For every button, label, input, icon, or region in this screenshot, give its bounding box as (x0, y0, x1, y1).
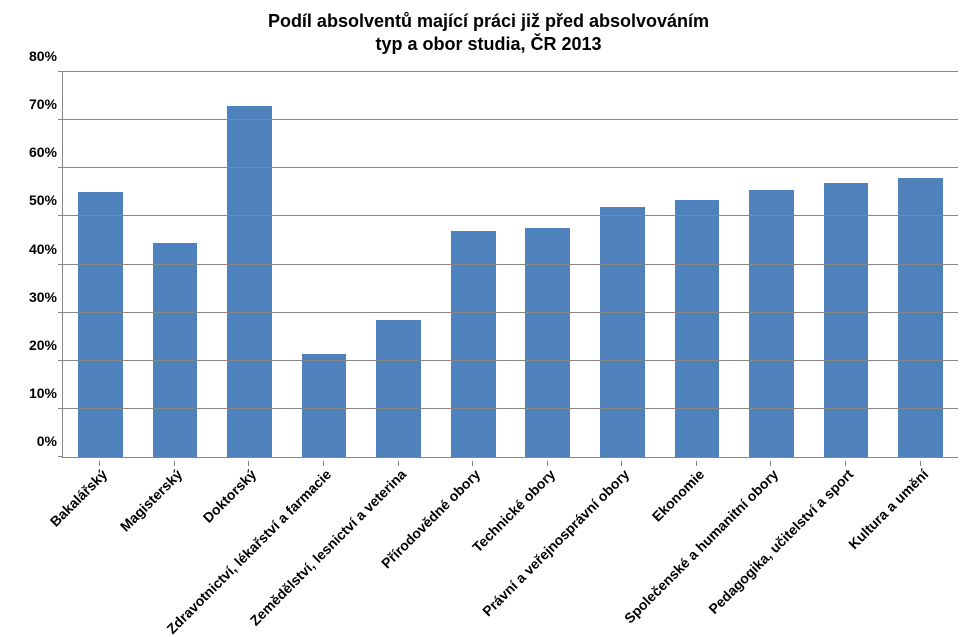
gridline (63, 408, 958, 409)
y-tick-label: 70% (29, 96, 57, 112)
y-tick-label: 20% (29, 337, 57, 353)
chart-container: Podíl absolventů mající práci již před a… (0, 0, 977, 632)
bar (376, 320, 421, 457)
y-tick-label: 10% (29, 385, 57, 401)
bar-slot (585, 72, 660, 457)
y-tick-label: 30% (29, 289, 57, 305)
y-tick-mark (58, 167, 63, 168)
x-tick-mark (770, 461, 771, 466)
y-tick-mark (58, 71, 63, 72)
gridline (63, 360, 958, 361)
bar-slot (63, 72, 138, 457)
y-tick-label: 80% (29, 48, 57, 64)
bar-slot (212, 72, 287, 457)
bar (302, 354, 347, 457)
x-axis-label: Bakalářský (47, 466, 111, 530)
y-tick-mark (58, 312, 63, 313)
x-tick-mark (248, 461, 249, 466)
y-tick-label: 60% (29, 144, 57, 160)
chart-title-line1: Podíl absolventů mající práci již před a… (268, 11, 709, 31)
bar-slot (138, 72, 213, 457)
gridline (63, 312, 958, 313)
x-label-slot: Pedagogika, učitelství a sport (808, 462, 883, 622)
gridline (63, 215, 958, 216)
y-tick-label: 50% (29, 192, 57, 208)
x-axis-labels: BakalářskýMagisterskýDoktorskýZdravotnic… (62, 462, 957, 622)
y-tick-mark (58, 408, 63, 409)
gridline (63, 264, 958, 265)
bar (451, 231, 496, 457)
plot-area: 0%10%20%30%40%50%60%70%80% (62, 72, 958, 458)
bars-row (63, 72, 958, 457)
chart-title: Podíl absolventů mající práci již před a… (0, 0, 977, 57)
chart-title-line2: typ a obor studia, ČR 2013 (375, 34, 601, 54)
y-tick-mark (58, 119, 63, 120)
x-label-slot: Bakalářský (62, 462, 137, 622)
y-tick-label: 40% (29, 241, 57, 257)
gridline (63, 119, 958, 120)
bar-slot (361, 72, 436, 457)
bar (153, 243, 198, 457)
bar (824, 183, 869, 457)
bar (675, 200, 720, 457)
y-tick-mark (58, 360, 63, 361)
x-tick-mark (472, 461, 473, 466)
bar (78, 192, 123, 457)
bar (898, 178, 943, 457)
y-tick-mark (58, 456, 63, 457)
gridline (63, 71, 958, 72)
x-tick-mark (99, 461, 100, 466)
bar (227, 106, 272, 457)
bar-slot (510, 72, 585, 457)
bar-slot (287, 72, 362, 457)
bar-slot (436, 72, 511, 457)
y-tick-mark (58, 264, 63, 265)
y-tick-label: 0% (37, 433, 57, 449)
bar (600, 207, 645, 457)
bar-slot (734, 72, 809, 457)
bar-slot (809, 72, 884, 457)
gridline (63, 167, 958, 168)
bar-slot (883, 72, 958, 457)
bar-slot (660, 72, 735, 457)
bar (749, 190, 794, 457)
y-tick-mark (58, 215, 63, 216)
x-label-slot: Kultura a umění (882, 462, 957, 622)
